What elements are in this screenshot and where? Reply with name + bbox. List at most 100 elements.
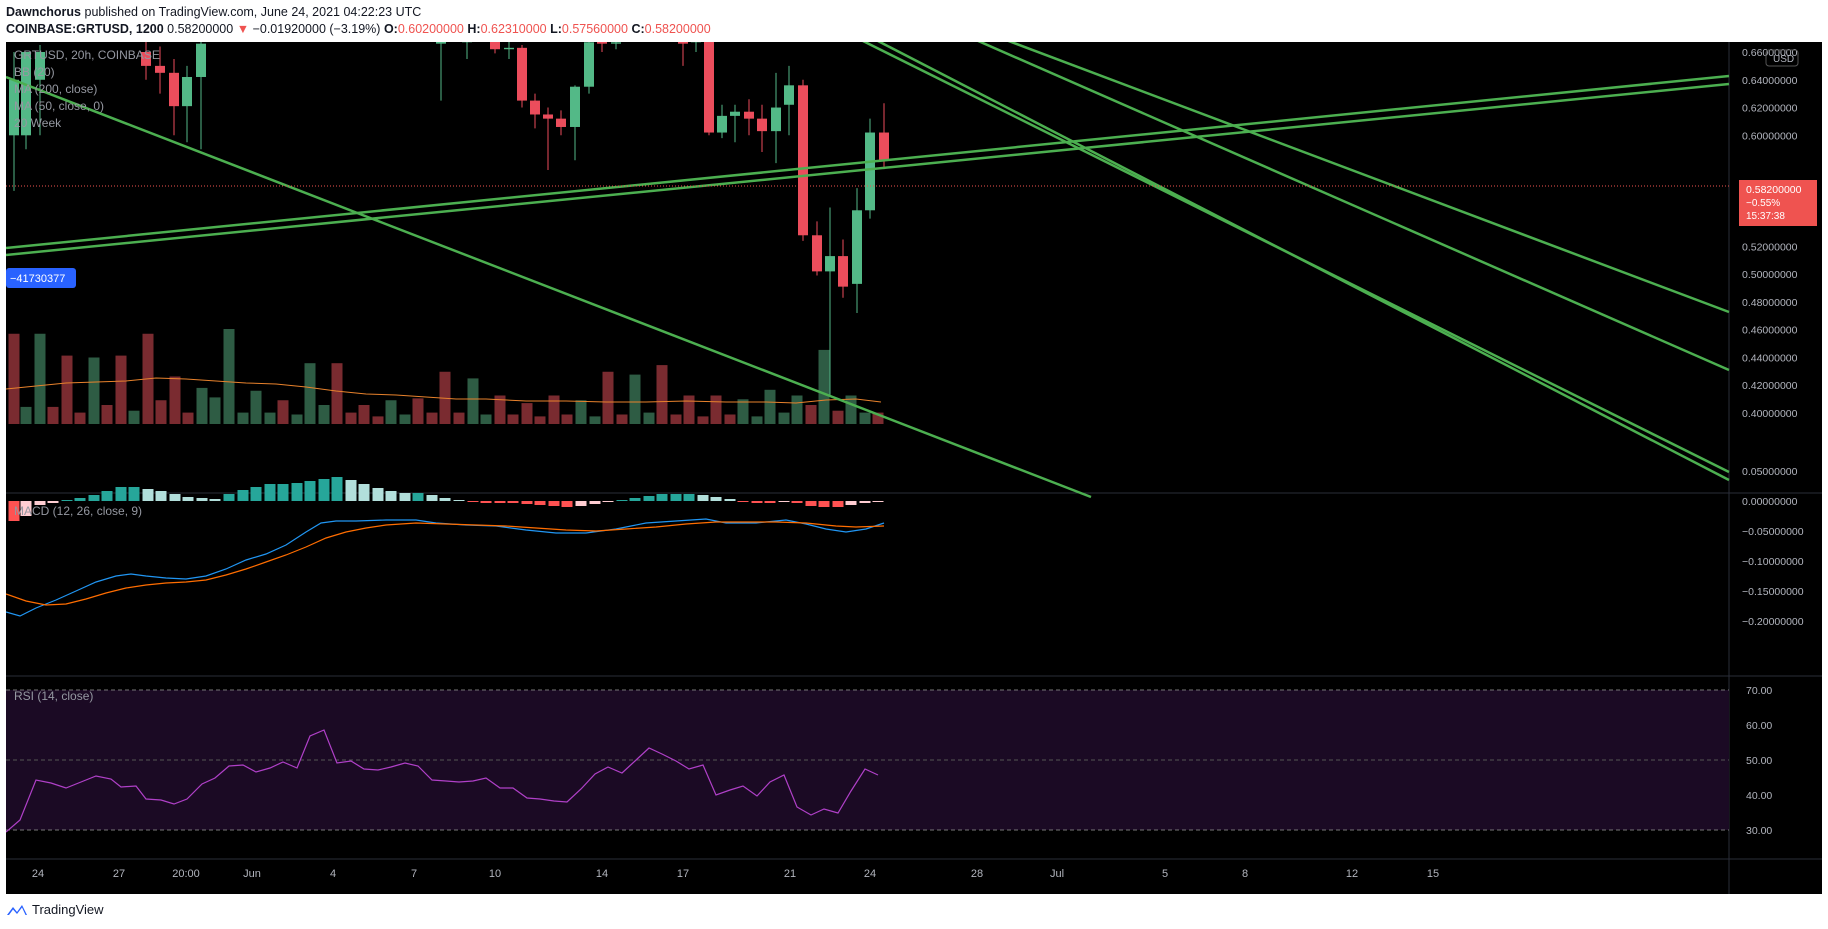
volume-bar — [115, 355, 127, 424]
macd-bar — [182, 497, 194, 501]
volume-bar — [209, 397, 221, 424]
macd-signal-line — [6, 521, 885, 606]
rsi-axis[interactable]: 70.00 60.00 50.00 40.00 30.00 — [1746, 685, 1772, 837]
macd-bar — [209, 499, 221, 501]
volume-bar — [737, 399, 749, 424]
rsi-line — [6, 729, 879, 833]
macd-bar — [670, 494, 682, 501]
open-label: O: — [383, 22, 398, 36]
macd-bar — [237, 490, 249, 501]
macd-bar — [575, 501, 587, 506]
volume-bar — [602, 371, 614, 424]
volume-bar — [358, 405, 370, 424]
price-tick: 0.52000000 — [1742, 241, 1798, 253]
high-value: 0.62310000 — [480, 22, 547, 36]
trend-line — [6, 75, 1092, 499]
close-value: 0.58200000 — [644, 22, 711, 36]
volume-bar — [494, 395, 506, 424]
macd-bar — [34, 501, 46, 505]
symbol-label: COINBASE:GRTUSD, 1200 — [6, 22, 164, 36]
candle-body — [196, 43, 206, 77]
macd-histogram — [8, 477, 884, 521]
time-tick: Jun — [243, 868, 261, 880]
last-price-badge-pct: −0.55% — [1746, 198, 1780, 209]
volume-bar — [20, 406, 32, 424]
legend-ma50[interactable]: MA (50, close, 0) — [14, 99, 104, 113]
volume-bar — [697, 416, 709, 424]
rsi-title[interactable]: RSI (14, close) — [14, 689, 93, 703]
macd-bar — [602, 501, 614, 502]
price-change: −0.01920000 (−3.19%) — [252, 22, 381, 36]
footer-brand[interactable]: TradingView — [32, 902, 104, 917]
candle-body — [517, 47, 527, 101]
time-tick: 24 — [864, 868, 876, 880]
volume-bar — [832, 410, 844, 424]
candle-body — [543, 114, 553, 119]
volume-bar — [169, 376, 181, 424]
macd-tick: 0.05000000 — [1742, 466, 1798, 478]
macd-bar — [467, 501, 479, 502]
currency-badge[interactable] — [1765, 49, 1799, 67]
time-tick: 20:00 — [172, 868, 200, 880]
candle-body — [504, 47, 514, 50]
price-tick: 0.40000000 — [1742, 408, 1798, 420]
volume-bar — [751, 416, 763, 424]
macd-bar — [764, 501, 776, 503]
volume-bar — [453, 412, 465, 424]
macd-bar — [561, 501, 573, 507]
macd-tick: −0.05000000 — [1742, 526, 1804, 538]
volume-bar — [182, 412, 194, 424]
author-name[interactable]: Dawnchorus — [6, 5, 82, 19]
candle-body — [597, 42, 607, 44]
time-tick: 17 — [677, 868, 689, 880]
chart-header: Dawnchorus published on TradingView.com,… — [6, 4, 711, 42]
legend-bb[interactable]: BB (20) — [14, 65, 55, 79]
price-tick: 0.50000000 — [1742, 269, 1798, 281]
trend-line — [977, 42, 1730, 372]
macd-bar — [426, 495, 438, 501]
macd-bar — [643, 496, 655, 501]
macd-bar — [101, 491, 113, 501]
macd-axis[interactable]: 0.05000000 0.00000000 −0.05000000 −0.100000… — [1742, 466, 1804, 628]
macd-bar — [74, 498, 86, 501]
candle-body — [744, 111, 754, 119]
open-value: 0.60200000 — [397, 22, 464, 36]
macd-bar — [616, 500, 628, 501]
macd-tick: 0.00000000 — [1742, 496, 1798, 508]
volume-bar — [629, 374, 641, 424]
volume-bar — [480, 414, 492, 424]
time-tick: 12 — [1346, 868, 1358, 880]
volume-bar — [575, 400, 587, 424]
macd-bar — [61, 500, 73, 501]
macd-bar — [250, 487, 262, 501]
candle-body — [155, 65, 165, 73]
legend-ma200[interactable]: MA (200, close) — [14, 82, 97, 96]
candle-body — [825, 256, 835, 272]
volume-bar — [101, 405, 113, 424]
volume-bar — [47, 406, 59, 424]
price-tick: 0.64000000 — [1742, 75, 1798, 87]
high-label: H: — [467, 22, 481, 36]
volume-ma-line — [6, 377, 882, 404]
legend-20week[interactable]: 20 Week — [14, 116, 62, 130]
chart-svg[interactable]: GRTUSD, 20h, COINBASE BB (20) MA (200, c… — [6, 42, 1822, 894]
macd-bar — [264, 484, 276, 501]
rsi-tick: 30.00 — [1746, 825, 1772, 837]
macd-title[interactable]: MACD (12, 26, close, 9) — [14, 504, 142, 518]
macd-bar — [710, 497, 722, 501]
candle-body — [784, 85, 794, 105]
volume-bar — [277, 400, 289, 424]
time-axis[interactable]: 24 27 20:00 Jun 4 7 10 14 17 21 24 28 Jul 5 8 12 15 — [32, 868, 1439, 880]
price-tick: 0.46000000 — [1742, 325, 1798, 337]
macd-bar — [277, 484, 289, 501]
legend-title[interactable]: GRTUSD, 20h, COINBASE — [14, 48, 160, 62]
last-price-badge-value: 0.58200000 — [1746, 184, 1802, 196]
low-value: 0.57560000 — [561, 22, 628, 36]
macd-bar — [589, 501, 601, 504]
time-tick: 28 — [971, 868, 983, 880]
macd-bar — [534, 501, 546, 505]
volume-bar — [764, 389, 776, 424]
macd-bar — [439, 498, 451, 501]
time-tick: 7 — [411, 868, 417, 880]
chart-area[interactable]: GRTUSD, 20h, COINBASE BB (20) MA (200, c… — [6, 42, 1822, 894]
